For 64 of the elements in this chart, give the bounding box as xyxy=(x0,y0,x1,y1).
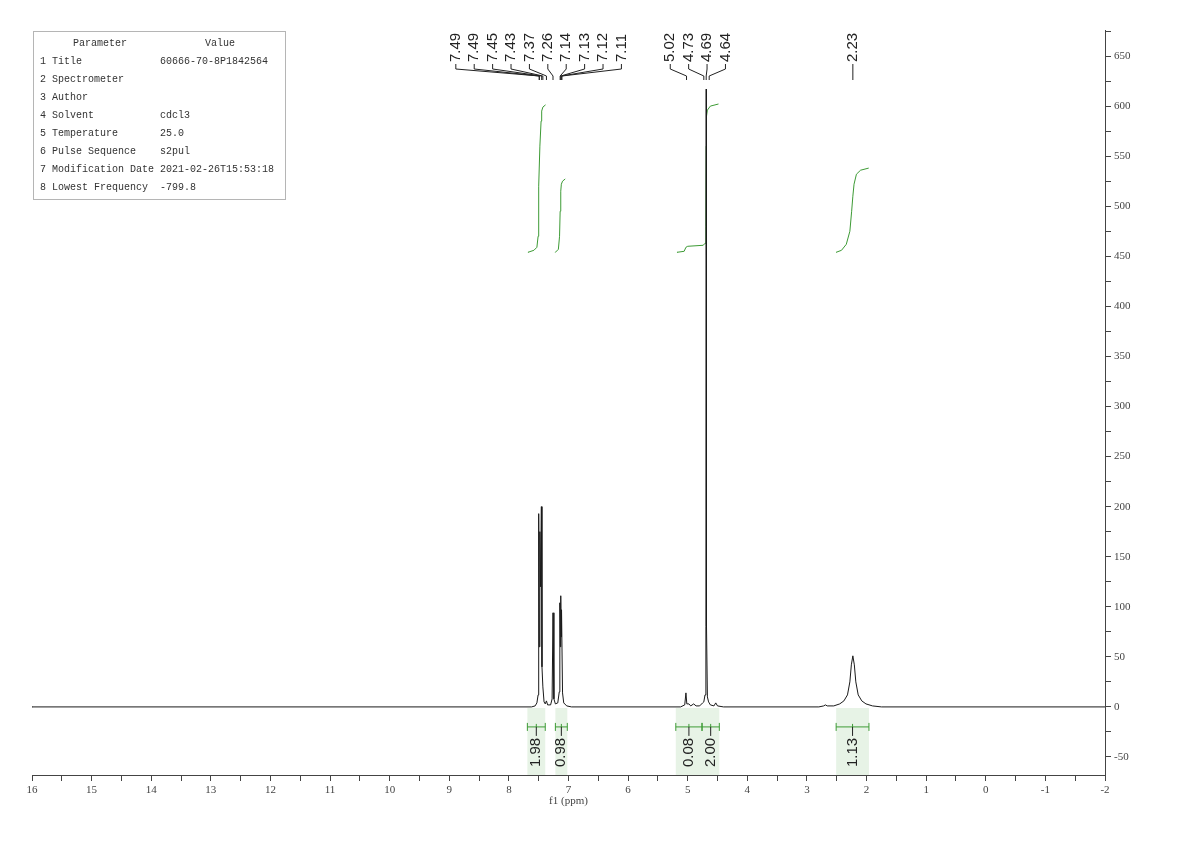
x-tick-label: 11 xyxy=(324,783,336,796)
x-tick-label: 14 xyxy=(145,783,158,796)
band-label: 0.98 xyxy=(551,737,569,768)
x-tick-label: 4 xyxy=(744,783,751,796)
y-tick-label: 100 xyxy=(1114,599,1131,612)
x-tick-label: 13 xyxy=(205,783,217,796)
annotation: 7.43 xyxy=(501,32,519,62)
annotation: 7.49 xyxy=(464,32,482,62)
x-tick-label: 7 xyxy=(565,783,572,796)
y-tick-label: 300 xyxy=(1114,399,1131,412)
x-tick-label: 10 xyxy=(384,783,396,796)
annotation: 4.64 xyxy=(715,32,733,62)
annotation: 4 Solvent cdcl3 xyxy=(39,109,192,123)
annotation: 4.73 xyxy=(678,32,696,62)
annotation: 4.69 xyxy=(697,32,715,62)
x-tick-label: 1 xyxy=(923,783,929,796)
annotation: 2 Spectrometer xyxy=(39,73,125,87)
y-tick-label: 50 xyxy=(1114,649,1126,662)
x-tick-label: 8 xyxy=(506,783,513,796)
y-tick-label: 250 xyxy=(1114,449,1131,462)
y-tick-label: 200 xyxy=(1114,499,1131,512)
y-tick-label: 600 xyxy=(1114,98,1131,111)
annotation: 7.13 xyxy=(574,32,592,62)
annotation: Parameter Value xyxy=(72,37,237,51)
x-tick-label: -1 xyxy=(1040,783,1050,796)
annotation: 3 Author xyxy=(39,91,89,105)
annotation: 7.37 xyxy=(519,32,537,62)
band-label: 1.13 xyxy=(842,737,860,768)
annotation: 5 Temperature 25.0 xyxy=(39,127,186,141)
band-label: 2.00 xyxy=(700,737,718,768)
annotation: 5.02 xyxy=(660,32,678,62)
annotation: 7.14 xyxy=(556,32,574,62)
annotation: 7.26 xyxy=(537,32,555,62)
y-tick-label: 0 xyxy=(1114,699,1120,712)
x-tick-label: 16 xyxy=(26,783,38,796)
x-tick-label: 9 xyxy=(446,783,453,796)
x-tick-label: 15 xyxy=(86,783,98,796)
annotation: 2.23 xyxy=(842,32,860,62)
band-label: 1.98 xyxy=(526,737,544,768)
annotation: 7.11 xyxy=(611,33,629,62)
annotation: 1 Title 60666-70-8P1842564 xyxy=(39,55,270,69)
x-tick-label: 3 xyxy=(804,783,811,796)
x-tick-label: 2 xyxy=(863,783,870,796)
annotation: 6 Pulse Sequence s2pul xyxy=(39,145,192,159)
y-tick-label: 150 xyxy=(1114,549,1131,562)
annotation: 7 Modification Date 2021-02-26T15:53:18 xyxy=(39,163,276,177)
x-tick-label: 12 xyxy=(264,783,276,796)
x-tick-label: 0 xyxy=(983,783,990,796)
y-tick-label: 650 xyxy=(1114,48,1131,61)
annotation: 8 Lowest Frequency -799.8 xyxy=(39,181,198,195)
x-axis-title: f1 (ppm) xyxy=(549,794,589,808)
band-label: 0.08 xyxy=(679,737,697,768)
y-tick-label: 350 xyxy=(1114,349,1131,362)
y-tick-label: 450 xyxy=(1114,249,1131,262)
y-tick-label: -50 xyxy=(1114,749,1130,762)
annotation: 7.49 xyxy=(445,32,463,62)
y-tick-label: 500 xyxy=(1114,199,1131,212)
y-tick-label: 400 xyxy=(1114,299,1131,312)
x-tick-label: 5 xyxy=(684,783,691,796)
x-tick-label: -2 xyxy=(1100,783,1110,796)
annotation: 7.45 xyxy=(482,32,500,62)
y-tick-label: 550 xyxy=(1114,149,1131,162)
x-tick-label: 6 xyxy=(625,783,632,796)
annotation: 7.12 xyxy=(593,32,611,62)
